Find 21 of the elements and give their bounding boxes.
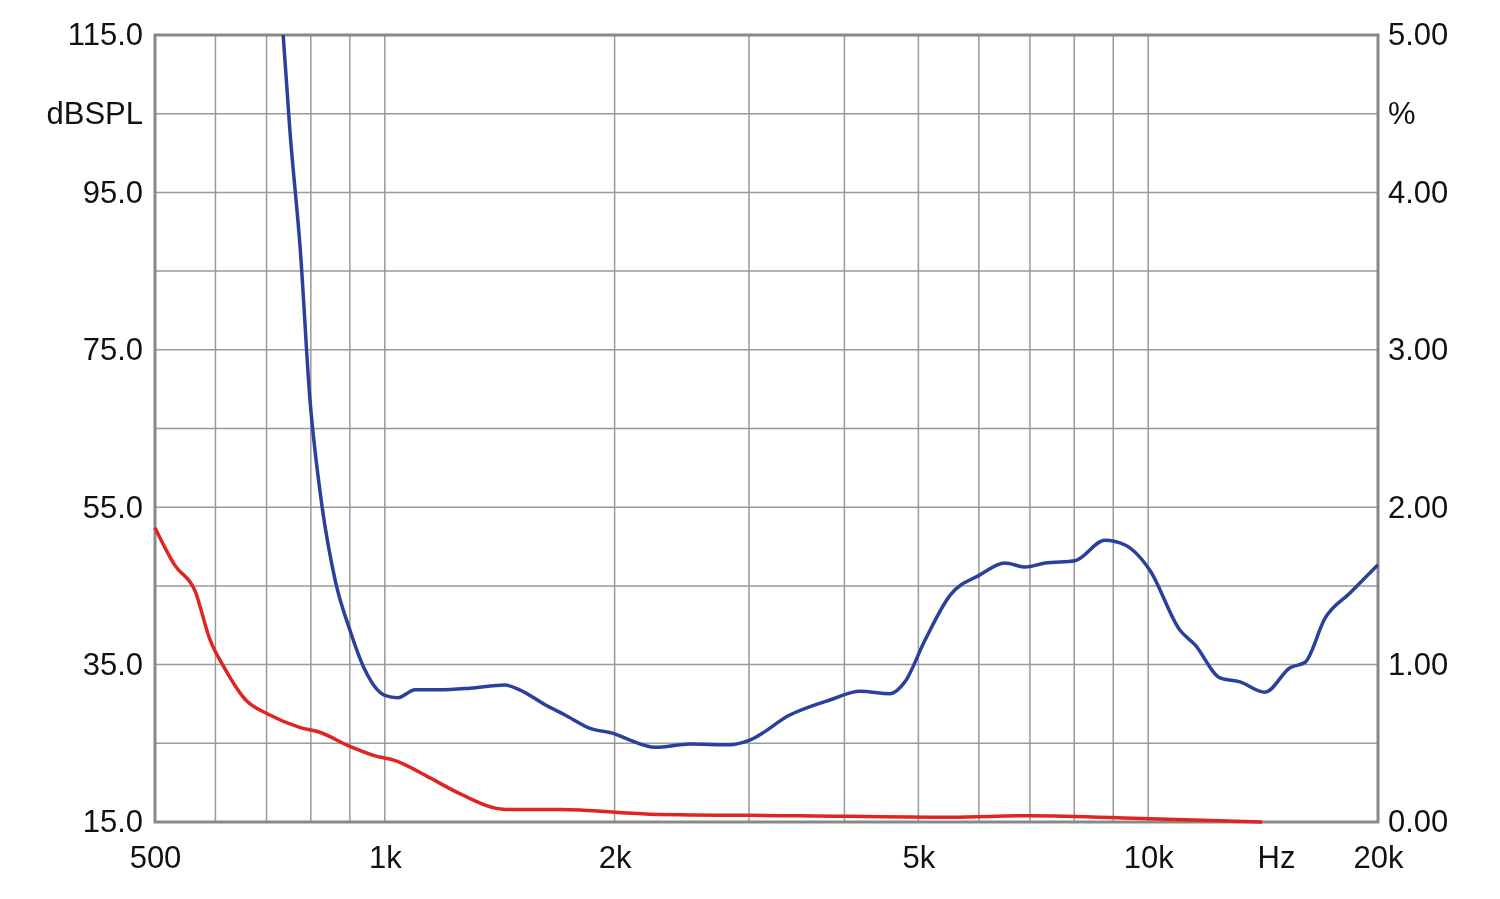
- y2-tick-label: 2.00: [1388, 489, 1449, 525]
- y2-tick-label: 3.00: [1388, 332, 1449, 368]
- y-tick-label: 15.0: [82, 804, 143, 840]
- x-tick-label: 10k: [1123, 840, 1175, 876]
- x-tick-label: 5k: [902, 840, 936, 876]
- x-tick-label: 2k: [598, 840, 632, 876]
- y-tick-label: 115.0: [67, 17, 143, 53]
- x-tick-label: 1k: [368, 840, 403, 876]
- x-tick-label: 20k: [1353, 840, 1404, 876]
- y-tick-label: 75.0: [82, 332, 143, 368]
- y2-tick-label: 5.00: [1388, 17, 1449, 53]
- x-axis-title: Hz: [1257, 840, 1296, 876]
- y-axis-title: dBSPL: [46, 95, 143, 131]
- y2-tick-label: 4.00: [1388, 174, 1449, 210]
- y2-axis-title: %: [1388, 95, 1416, 131]
- y-tick-label: 35.0: [82, 647, 143, 683]
- y2-tick-label: 1.00: [1388, 647, 1449, 683]
- y2-tick-label: 0.00: [1388, 804, 1449, 840]
- y-tick-label: 95.0: [82, 174, 143, 210]
- y-tick-label: 55.0: [82, 489, 143, 525]
- x-tick-label: 500: [129, 840, 182, 876]
